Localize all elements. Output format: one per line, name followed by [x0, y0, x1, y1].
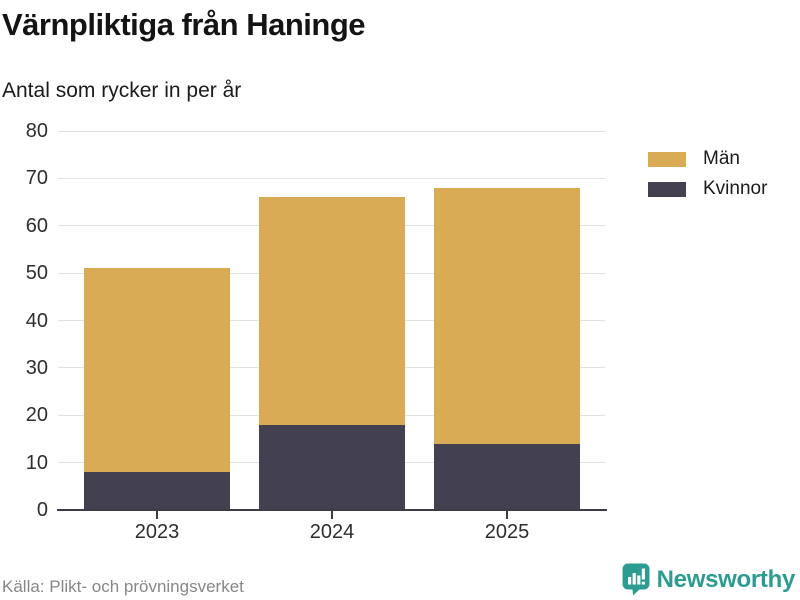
source-note: Källa: Plikt- och prövningsverket [2, 577, 244, 596]
chart-subtitle: Antal som rycker in per år [2, 79, 242, 102]
gridline-70 [58, 177, 605, 179]
x-tick-2023 [156, 511, 158, 519]
legend-label-women: Kvinnor [703, 178, 768, 199]
x-tick-2024 [331, 511, 333, 519]
y-tick-label-0: 0 [36, 499, 48, 521]
bar-segment-2024-kvinnor [259, 424, 405, 510]
y-tick-label-20: 20 [25, 404, 48, 427]
x-tick-label-2025: 2025 [484, 521, 530, 543]
bar-segment-2025-män [434, 187, 580, 444]
brand-logo: Newsworthy [622, 563, 795, 596]
legend-swatch-women [648, 181, 686, 197]
bar-stack-2024 [259, 131, 405, 510]
y-tick-label-60: 60 [25, 214, 48, 237]
legend: Män Kvinnor [648, 148, 767, 208]
plot-area [58, 130, 605, 510]
bar-segment-2023-män [84, 268, 230, 473]
x-axis-line [57, 509, 607, 511]
x-tick-label-2023: 2023 [134, 521, 180, 543]
y-tick-label-30: 30 [25, 356, 48, 379]
bar-segment-2025-kvinnor [434, 443, 580, 510]
gridline-80 [58, 130, 605, 132]
legend-item-men: Män [648, 148, 767, 170]
bar-segment-2023-kvinnor [84, 472, 230, 510]
legend-swatch-men [648, 151, 686, 167]
x-tick-label-2024: 2024 [309, 521, 355, 543]
bar-stack-2025 [434, 131, 580, 510]
y-tick-label-10: 10 [25, 451, 48, 474]
y-tick-label-50: 50 [25, 262, 48, 285]
brand-name: Newsworthy [656, 565, 796, 593]
legend-item-women: Kvinnor [648, 178, 767, 200]
bar-stack-2023 [84, 131, 230, 510]
y-tick-label-40: 40 [25, 309, 48, 332]
legend-label-men: Män [703, 148, 740, 169]
page-title: Värnpliktiga från Haninge [2, 7, 366, 42]
y-tick-label-80: 80 [25, 120, 48, 142]
newsworthy-bubble-chart-icon [622, 563, 650, 596]
bar-segment-2024-män [259, 197, 405, 425]
x-tick-2025 [506, 511, 508, 519]
y-tick-label-70: 70 [25, 167, 48, 190]
